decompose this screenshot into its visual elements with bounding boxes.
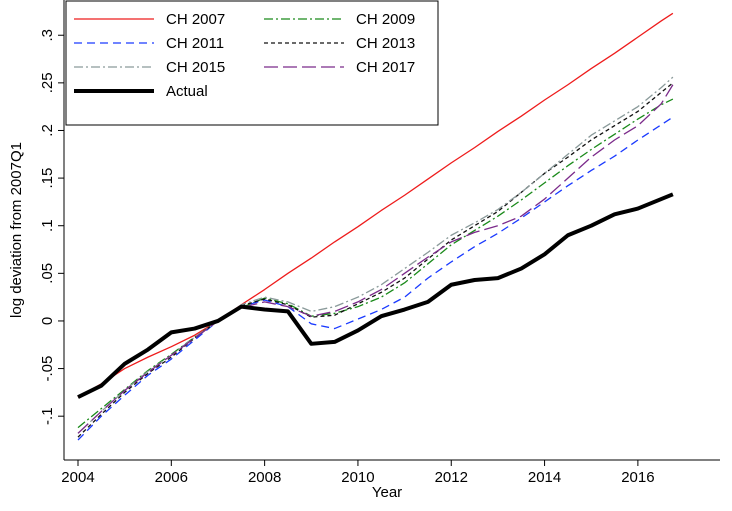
series-line xyxy=(77,76,674,434)
legend-label: CH 2017 xyxy=(356,59,415,76)
series-line xyxy=(77,84,674,434)
legend-label: CH 2013 xyxy=(356,35,415,52)
y-tick-label: .1 xyxy=(39,219,56,232)
series-line xyxy=(77,98,674,429)
y-tick-label: .15 xyxy=(39,168,56,189)
legend-label: CH 2009 xyxy=(356,11,415,28)
x-tick-label: 2014 xyxy=(528,469,561,486)
series-line xyxy=(77,116,674,441)
y-tick-label: .05 xyxy=(39,263,56,284)
y-tick-label: .2 xyxy=(39,124,56,137)
y-tick-label: -.05 xyxy=(39,356,56,382)
x-tick-label: 2004 xyxy=(61,469,94,486)
x-tick-label: 2016 xyxy=(621,469,654,486)
y-axis-label: log deviation from 2007Q1 xyxy=(8,142,25,318)
x-tick-label: 2010 xyxy=(341,469,374,486)
y-tick-label: .25 xyxy=(39,72,56,93)
x-axis-label: Year xyxy=(372,484,402,501)
legend-label: CH 2015 xyxy=(166,59,225,76)
series-line xyxy=(77,82,674,438)
x-tick-label: 2006 xyxy=(155,469,188,486)
y-tick-label: 0 xyxy=(39,317,56,325)
series-line xyxy=(77,192,674,399)
x-tick-label: 2012 xyxy=(435,469,468,486)
legend-label: CH 2011 xyxy=(166,35,224,52)
legend-label: Actual xyxy=(166,83,208,100)
y-tick-label: .3 xyxy=(39,29,56,42)
legend-label: CH 2007 xyxy=(166,11,225,28)
series-line xyxy=(77,12,674,398)
x-tick-label: 2008 xyxy=(248,469,281,486)
legend-box xyxy=(65,0,439,126)
y-tick-label: -.1 xyxy=(39,407,56,425)
